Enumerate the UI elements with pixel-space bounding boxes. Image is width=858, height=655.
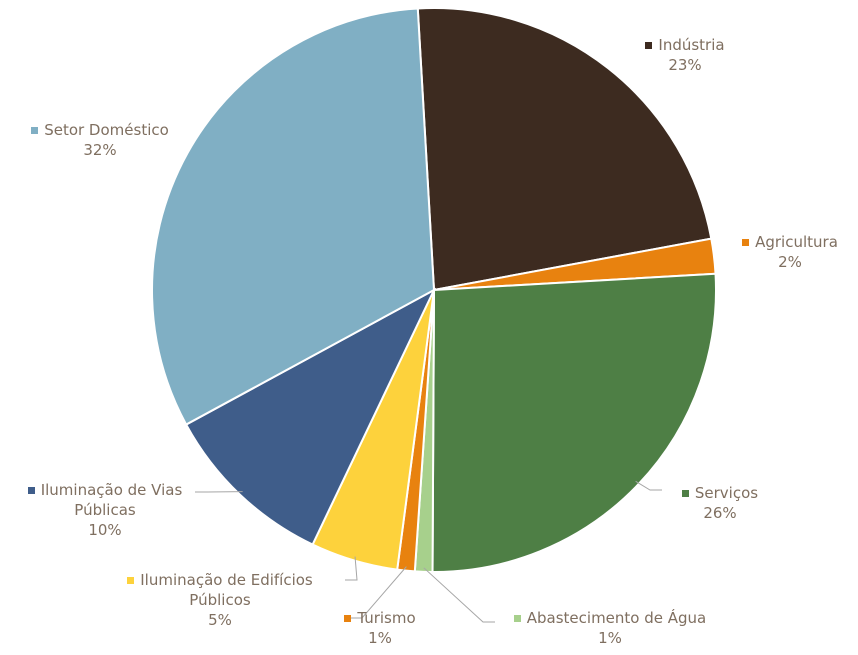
value-label: 10% bbox=[88, 521, 122, 539]
value-label: 5% bbox=[208, 611, 232, 629]
legend-marker bbox=[344, 615, 352, 622]
data-label: Iluminação de Edifícios Públicos 5% bbox=[105, 570, 335, 630]
data-label: Setor Doméstico 32% bbox=[0, 120, 200, 160]
leader-line bbox=[350, 566, 407, 619]
data-label: Serviços 26% bbox=[660, 483, 780, 523]
category-name: Turismo bbox=[357, 609, 416, 627]
data-label: Abastecimento de Água 1% bbox=[490, 608, 730, 648]
pie-slice bbox=[151, 7, 436, 426]
data-label: Turismo 1% bbox=[330, 608, 430, 648]
legend-marker bbox=[645, 42, 653, 49]
category-name: Serviços bbox=[694, 484, 759, 502]
value-label: 1% bbox=[598, 629, 622, 647]
legend-marker bbox=[31, 127, 39, 134]
pie-slice bbox=[416, 7, 713, 292]
legend-marker bbox=[742, 239, 750, 246]
category-name: Abastecimento de Água bbox=[526, 609, 707, 627]
value-label: 1% bbox=[368, 629, 392, 647]
leader-line bbox=[345, 556, 358, 581]
legend-marker bbox=[27, 487, 35, 494]
value-label: 2% bbox=[778, 253, 802, 271]
legend-marker bbox=[127, 577, 135, 584]
leader-line bbox=[635, 480, 662, 491]
value-label: 23% bbox=[668, 56, 702, 74]
data-label: Indústria 23% bbox=[585, 35, 785, 75]
category-name: Agricultura bbox=[755, 233, 838, 251]
value-label: 26% bbox=[703, 504, 737, 522]
category-name: Iluminação de Edifícios Públicos bbox=[140, 571, 313, 609]
legend-marker bbox=[513, 615, 521, 622]
legend-marker bbox=[681, 490, 689, 497]
pie-slice bbox=[184, 287, 437, 546]
category-name: Setor Doméstico bbox=[44, 121, 169, 139]
data-label: Iluminação de Vias Públicas 10% bbox=[5, 480, 205, 540]
category-name: Iluminação de Vias Públicas bbox=[40, 481, 183, 519]
data-label: Agricultura 2% bbox=[730, 232, 850, 272]
pie-slice bbox=[431, 272, 717, 573]
leader-line bbox=[423, 567, 495, 623]
value-label: 32% bbox=[83, 141, 117, 159]
category-name: Indústria bbox=[658, 36, 725, 54]
